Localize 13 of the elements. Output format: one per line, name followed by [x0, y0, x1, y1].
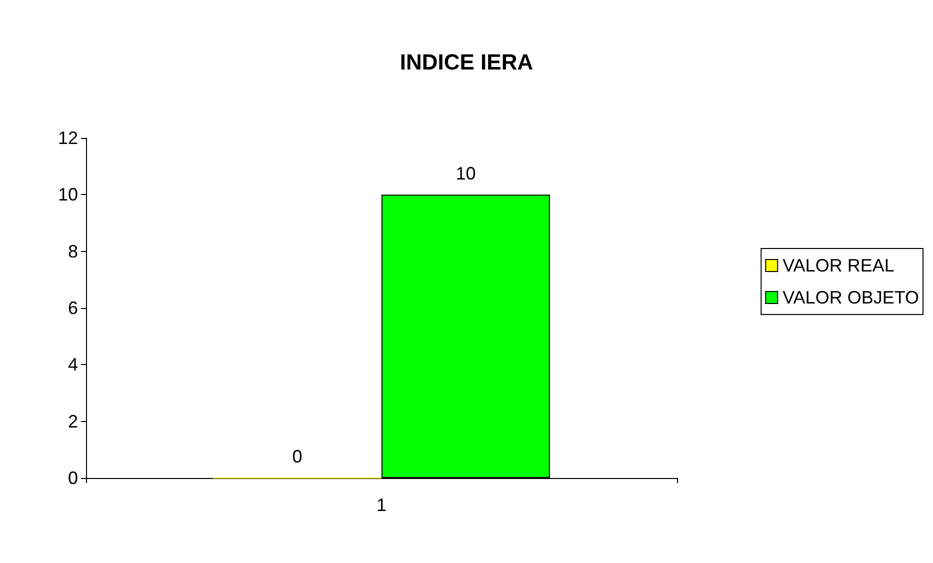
y-tick-label: 4: [68, 354, 78, 375]
y-tick-label: 6: [68, 298, 78, 318]
data-label: 10: [456, 164, 476, 184]
y-tick-label: 0: [68, 468, 78, 488]
x-tick-label: 1: [376, 495, 387, 515]
y-tick-label: 12: [58, 128, 78, 148]
y-tick-label: 10: [58, 184, 78, 205]
legend-label: VALOR REAL: [782, 256, 894, 276]
chart-title: INDICE IERA: [400, 50, 534, 74]
data-label: 0: [292, 446, 302, 466]
y-tick-label: 8: [68, 241, 78, 262]
legend-label: VALOR OBJETO: [782, 288, 920, 308]
y-tick-label: 2: [68, 411, 78, 432]
